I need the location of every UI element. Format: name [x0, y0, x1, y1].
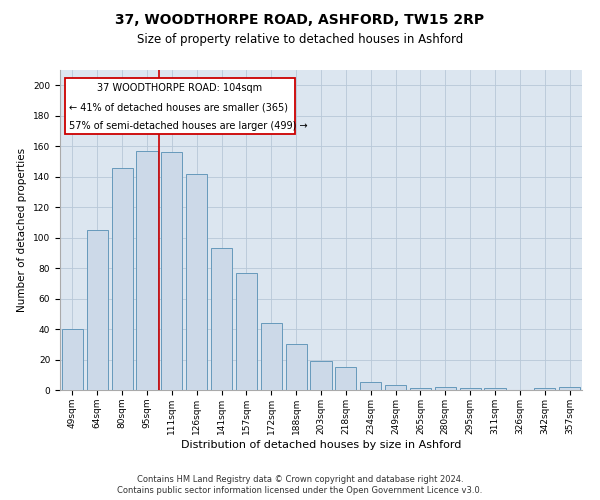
Bar	[534, 388, 555, 390]
X-axis label: Distribution of detached houses by size in Ashford: Distribution of detached houses by size …	[181, 440, 461, 450]
Text: 37, WOODTHORPE ROAD, ASHFORD, TW15 2RP: 37, WOODTHORPE ROAD, ASHFORD, TW15 2RP	[115, 12, 485, 26]
Bar	[559, 387, 580, 390]
Bar	[186, 174, 207, 390]
Bar	[410, 388, 431, 390]
Bar	[87, 230, 108, 390]
Bar	[161, 152, 182, 390]
Bar	[211, 248, 232, 390]
Bar	[385, 386, 406, 390]
Bar	[261, 323, 282, 390]
Bar	[435, 387, 456, 390]
Bar	[62, 329, 83, 390]
Bar	[335, 367, 356, 390]
Bar	[310, 361, 332, 390]
Text: Contains public sector information licensed under the Open Government Licence v3: Contains public sector information licen…	[118, 486, 482, 495]
Bar	[136, 151, 158, 390]
Bar	[360, 382, 381, 390]
Bar	[460, 388, 481, 390]
Y-axis label: Number of detached properties: Number of detached properties	[17, 148, 28, 312]
Text: ← 41% of detached houses are smaller (365): ← 41% of detached houses are smaller (36…	[70, 102, 289, 112]
Text: Contains HM Land Registry data © Crown copyright and database right 2024.: Contains HM Land Registry data © Crown c…	[137, 475, 463, 484]
Bar	[112, 168, 133, 390]
Text: Size of property relative to detached houses in Ashford: Size of property relative to detached ho…	[137, 32, 463, 46]
Bar	[286, 344, 307, 390]
FancyBboxPatch shape	[65, 78, 295, 134]
Text: 37 WOODTHORPE ROAD: 104sqm: 37 WOODTHORPE ROAD: 104sqm	[97, 83, 263, 93]
Bar	[484, 388, 506, 390]
Text: 57% of semi-detached houses are larger (499) →: 57% of semi-detached houses are larger (…	[70, 120, 308, 130]
Bar	[236, 272, 257, 390]
